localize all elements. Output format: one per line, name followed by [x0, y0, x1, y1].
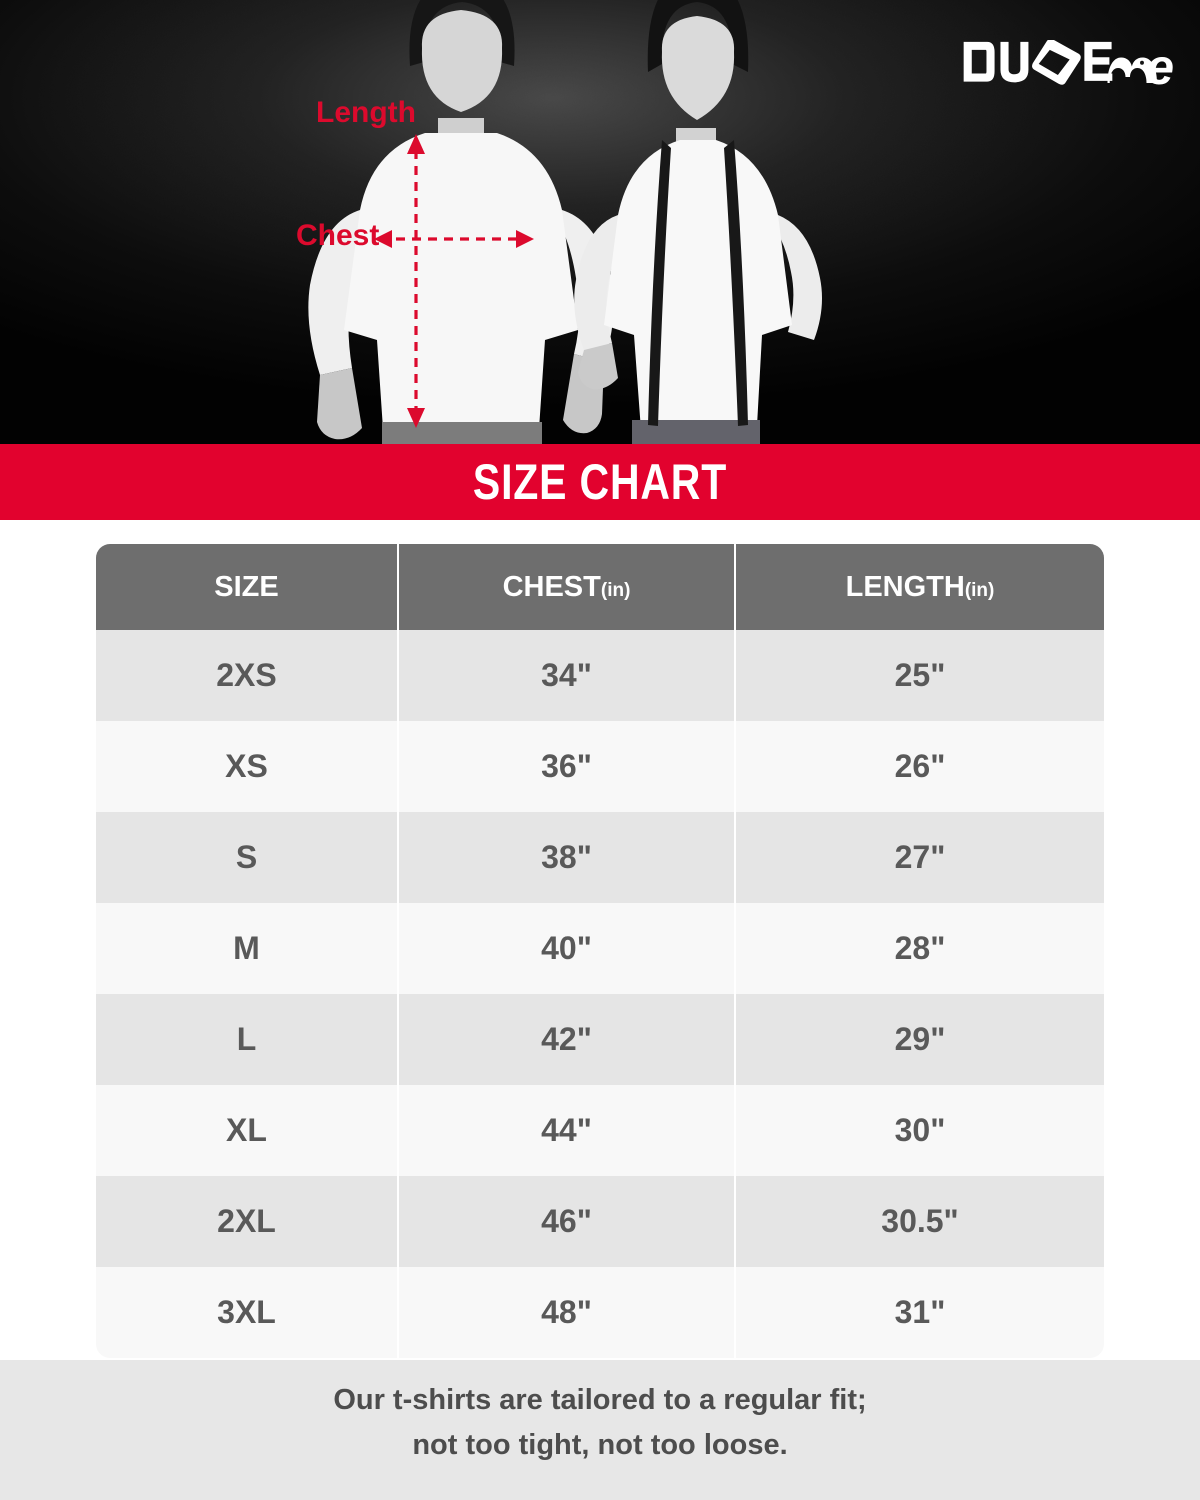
svg-text:Chest: Chest	[296, 219, 379, 252]
svg-text:Length: Length	[316, 96, 416, 129]
